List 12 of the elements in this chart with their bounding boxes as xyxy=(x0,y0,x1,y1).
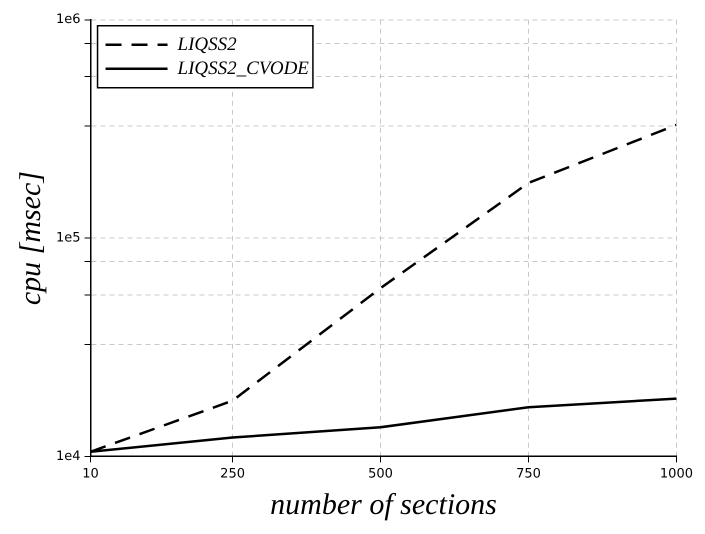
x-tick-label: 1000 xyxy=(660,466,694,482)
y-tick-label: 1e6 xyxy=(56,12,81,28)
x-tick-label: 250 xyxy=(220,466,245,482)
x-axis-title: number of sections xyxy=(270,488,497,521)
y-tick-label: 1e4 xyxy=(56,448,81,464)
x-tick-label: 10 xyxy=(82,466,99,482)
legend-label: LIQSS2 xyxy=(176,34,238,55)
y-axis-title: cpu [msec] xyxy=(14,171,47,306)
y-tick-label: 1e5 xyxy=(56,230,81,246)
legend-label: LIQSS2_CVODE xyxy=(176,58,310,79)
x-tick-label: 500 xyxy=(368,466,393,482)
x-tick-label: 750 xyxy=(516,466,541,482)
